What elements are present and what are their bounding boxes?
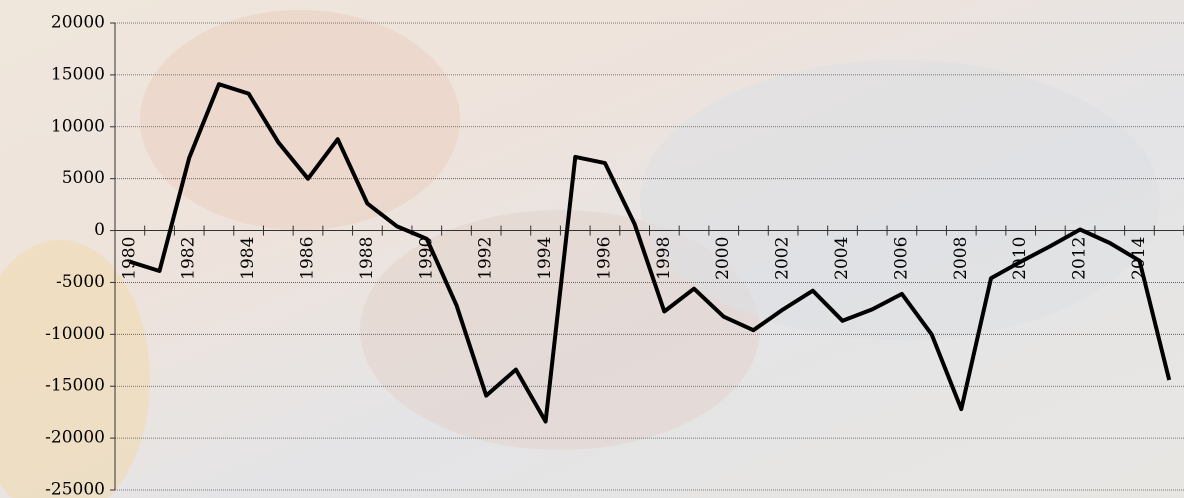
background-blob	[0, 240, 150, 498]
x-tick-label: 2002	[773, 237, 793, 280]
background-blob	[640, 60, 1160, 340]
x-tick-label: 2012	[1070, 237, 1090, 280]
y-tick-label: -10000	[45, 324, 105, 344]
x-tick-label: 1982	[179, 237, 199, 280]
line-series	[129, 82, 1172, 424]
x-tick-label: 1988	[357, 237, 377, 280]
x-tick-label: 2000	[713, 237, 733, 280]
x-tick-label: 2008	[951, 237, 971, 280]
x-tick-label: 1984	[238, 237, 258, 280]
x-tick-label: 1998	[654, 237, 674, 280]
background-blob	[360, 210, 760, 450]
y-tick-label: -20000	[45, 428, 105, 448]
x-tick-label: 2010	[1010, 237, 1030, 280]
x-tick-label: 1986	[298, 237, 318, 280]
background-blob	[140, 10, 460, 230]
x-tick-label: 1996	[594, 237, 614, 280]
x-tick-label: 2004	[832, 237, 852, 280]
x-tick-label: 2006	[891, 237, 911, 280]
x-tick-label: 1980	[119, 237, 139, 280]
y-tick-label: 0	[94, 220, 105, 240]
y-tick-label: -5000	[56, 272, 105, 292]
y-tick-label: 10000	[51, 116, 105, 136]
y-tick-label: -15000	[45, 376, 105, 396]
y-tick-label: -25000	[45, 480, 105, 498]
y-tick-label: 15000	[51, 64, 105, 84]
y-tick-label: 5000	[62, 168, 105, 188]
x-tick-label: 1994	[535, 237, 555, 280]
x-tick-label: 1992	[476, 237, 496, 280]
y-tick-label: 20000	[51, 13, 105, 33]
